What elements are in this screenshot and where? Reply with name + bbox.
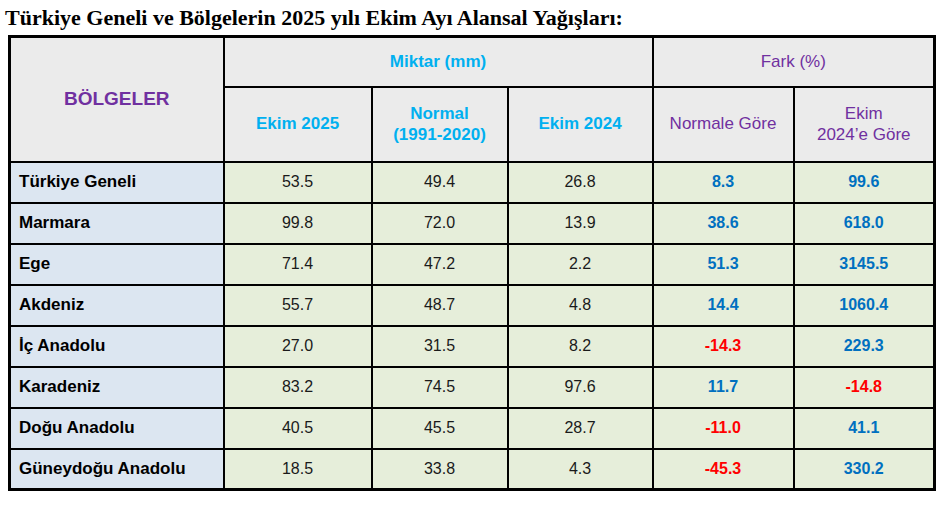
fark-ekim-2024-cell: 1060.4	[794, 285, 935, 326]
ekim-2025-cell: 40.5	[224, 408, 372, 449]
ekim-2024-cell: 4.3	[508, 449, 653, 490]
region-cell: Karadeniz	[10, 367, 224, 408]
table-row: Türkiye Geneli 53.5 49.4 26.8 8.3 99.6	[10, 162, 935, 203]
ekim-2025-cell: 99.8	[224, 203, 372, 244]
subcol-normal: Normal (1991-2020)	[372, 87, 508, 162]
fark-ekim-2024-cell: -14.8	[794, 367, 935, 408]
table-row: Güneydoğu Anadolu 18.5 33.8 4.3 -45.3 33…	[10, 449, 935, 490]
rainfall-table: BÖLGELER Miktar (mm) Fark (%) Ekim 2025 …	[8, 35, 936, 491]
fark-ekim-2024-cell: 41.1	[794, 408, 935, 449]
normal-cell: 33.8	[372, 449, 508, 490]
region-cell: Marmara	[10, 203, 224, 244]
region-cell: Doğu Anadolu	[10, 408, 224, 449]
ekim-2024-cell: 26.8	[508, 162, 653, 203]
region-cell: Akdeniz	[10, 285, 224, 326]
col-group-fark: Fark (%)	[653, 37, 935, 87]
subcol-ekim-2024e-gore: Ekim 2024’e Göre	[794, 87, 935, 162]
page-title: Türkiye Geneli ve Bölgelerin 2025 yılı E…	[0, 0, 941, 35]
ekim-2024-cell: 28.7	[508, 408, 653, 449]
region-cell: Güneydoğu Anadolu	[10, 449, 224, 490]
ekim-2024-cell: 13.9	[508, 203, 653, 244]
ekim-2024-cell: 2.2	[508, 244, 653, 285]
normal-cell: 74.5	[372, 367, 508, 408]
ekim-2025-cell: 18.5	[224, 449, 372, 490]
subcol-ekim-2024: Ekim 2024	[508, 87, 653, 162]
region-cell: Ege	[10, 244, 224, 285]
fark-ekim-2024-cell: 229.3	[794, 326, 935, 367]
table-row: Akdeniz 55.7 48.7 4.8 14.4 1060.4	[10, 285, 935, 326]
normal-cell: 48.7	[372, 285, 508, 326]
fark-normal-cell: -14.3	[653, 326, 794, 367]
fark-normal-cell: 11.7	[653, 367, 794, 408]
subcol-normale-gore: Normale Göre	[653, 87, 794, 162]
subcol-normal-line2: (1991-2020)	[373, 124, 507, 145]
fark-ekim-2024-cell: 618.0	[794, 203, 935, 244]
fark-normal-cell: 14.4	[653, 285, 794, 326]
ekim-2024-cell: 4.8	[508, 285, 653, 326]
subcol-ekim-2024e-line2: 2024’e Göre	[795, 124, 934, 145]
fark-normal-cell: -45.3	[653, 449, 794, 490]
normal-cell: 49.4	[372, 162, 508, 203]
fark-normal-cell: 51.3	[653, 244, 794, 285]
fark-normal-cell: 38.6	[653, 203, 794, 244]
col-group-miktar: Miktar (mm)	[224, 37, 653, 87]
ekim-2025-cell: 83.2	[224, 367, 372, 408]
subcol-ekim-2025: Ekim 2025	[224, 87, 372, 162]
fark-normal-cell: -11.0	[653, 408, 794, 449]
table-row: Doğu Anadolu 40.5 45.5 28.7 -11.0 41.1	[10, 408, 935, 449]
ekim-2025-cell: 27.0	[224, 326, 372, 367]
fark-ekim-2024-cell: 330.2	[794, 449, 935, 490]
table-row: Marmara 99.8 72.0 13.9 38.6 618.0	[10, 203, 935, 244]
region-cell: İç Anadolu	[10, 326, 224, 367]
header-group-row: BÖLGELER Miktar (mm) Fark (%)	[10, 37, 935, 87]
fark-ekim-2024-cell: 3145.5	[794, 244, 935, 285]
ekim-2024-cell: 8.2	[508, 326, 653, 367]
ekim-2025-cell: 53.5	[224, 162, 372, 203]
ekim-2025-cell: 55.7	[224, 285, 372, 326]
normal-cell: 72.0	[372, 203, 508, 244]
table-row: Karadeniz 83.2 74.5 97.6 11.7 -14.8	[10, 367, 935, 408]
table-row: Ege 71.4 47.2 2.2 51.3 3145.5	[10, 244, 935, 285]
normal-cell: 47.2	[372, 244, 508, 285]
col-header-bolgeler: BÖLGELER	[10, 37, 224, 162]
normal-cell: 45.5	[372, 408, 508, 449]
table-row: İç Anadolu 27.0 31.5 8.2 -14.3 229.3	[10, 326, 935, 367]
fark-normal-cell: 8.3	[653, 162, 794, 203]
fark-ekim-2024-cell: 99.6	[794, 162, 935, 203]
ekim-2025-cell: 71.4	[224, 244, 372, 285]
subcol-ekim-2024e-line1: Ekim	[795, 103, 934, 124]
ekim-2024-cell: 97.6	[508, 367, 653, 408]
normal-cell: 31.5	[372, 326, 508, 367]
subcol-normal-line1: Normal	[373, 103, 507, 124]
region-cell: Türkiye Geneli	[10, 162, 224, 203]
